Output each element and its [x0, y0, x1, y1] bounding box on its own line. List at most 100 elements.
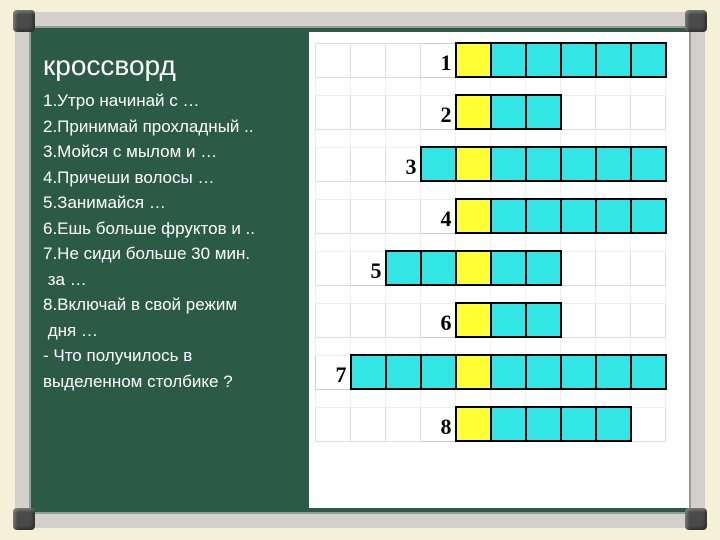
grid-cell — [631, 303, 666, 337]
grid-cell — [456, 43, 491, 77]
grid-spacer — [421, 233, 456, 251]
grid-spacer — [351, 129, 386, 147]
clue-line: дня … — [43, 318, 303, 344]
crossword-grid: 12345678 — [315, 42, 667, 442]
grid-cell — [421, 251, 456, 285]
grid-cell — [491, 147, 526, 181]
grid-cell — [491, 199, 526, 233]
grid-cell — [351, 43, 386, 77]
grid-spacer — [491, 389, 526, 407]
grid-cell — [316, 95, 351, 129]
grid-cell — [561, 303, 596, 337]
grid-spacer — [316, 129, 351, 147]
grid-spacer — [316, 285, 351, 303]
grid-spacer — [561, 77, 596, 95]
grid-spacer — [526, 233, 561, 251]
grid-spacer — [631, 233, 666, 251]
clue-line: 1.Утро начинай с … — [43, 88, 303, 114]
grid-cell — [561, 43, 596, 77]
clue-line: 6.Ешь больше фруктов и .. — [43, 216, 303, 242]
grid-cell — [456, 303, 491, 337]
grid-cell — [456, 199, 491, 233]
grid-spacer — [631, 77, 666, 95]
clue-line: 5.Занимайся … — [43, 190, 303, 216]
grid-cell — [491, 43, 526, 77]
chalkboard-frame: кроссворд 1.Утро начинай с … 2.Принимай … — [15, 12, 705, 528]
row-number: 4 — [421, 199, 456, 233]
row-number: 2 — [421, 95, 456, 129]
frame-corner — [685, 508, 707, 530]
grid-spacer — [526, 337, 561, 355]
grid-cell — [596, 251, 631, 285]
grid-spacer — [421, 77, 456, 95]
grid-spacer — [561, 129, 596, 147]
grid-cell — [596, 199, 631, 233]
grid-spacer — [526, 129, 561, 147]
grid-cell — [316, 303, 351, 337]
grid-cell — [316, 43, 351, 77]
grid-cell — [456, 95, 491, 129]
row-number: 3 — [386, 147, 421, 181]
grid-cell — [351, 407, 386, 441]
grid-spacer — [631, 337, 666, 355]
grid-cell — [491, 95, 526, 129]
grid-spacer — [526, 181, 561, 199]
clue-line: 3.Мойся с мылом и … — [43, 139, 303, 165]
grid-spacer — [491, 233, 526, 251]
grid-spacer — [561, 389, 596, 407]
clue-line: 8.Включай в свой режим — [43, 292, 303, 318]
grid-cell — [421, 355, 456, 389]
grid-spacer — [526, 389, 561, 407]
grid-cell — [526, 147, 561, 181]
grid-cell — [631, 355, 666, 389]
grid-spacer — [561, 233, 596, 251]
row-number: 7 — [316, 355, 351, 389]
grid-cell — [456, 251, 491, 285]
grid-spacer — [596, 389, 631, 407]
grid-cell — [316, 199, 351, 233]
grid-cell — [631, 147, 666, 181]
row-number: 1 — [421, 43, 456, 77]
grid-cell — [526, 251, 561, 285]
grid-spacer — [386, 181, 421, 199]
grid-cell — [316, 251, 351, 285]
clue-line: - Что получилось в — [43, 343, 303, 369]
grid-spacer — [491, 129, 526, 147]
grid-spacer — [351, 337, 386, 355]
grid-spacer — [631, 129, 666, 147]
grid-spacer — [491, 285, 526, 303]
grid-cell — [561, 251, 596, 285]
grid-cell — [351, 355, 386, 389]
grid-cell — [386, 407, 421, 441]
grid-spacer — [596, 181, 631, 199]
grid-cell — [596, 95, 631, 129]
grid-spacer — [561, 285, 596, 303]
grid-spacer — [386, 77, 421, 95]
grid-spacer — [631, 285, 666, 303]
grid-spacer — [491, 77, 526, 95]
frame-corner — [13, 10, 35, 32]
grid-cell — [456, 147, 491, 181]
grid-cell — [596, 147, 631, 181]
grid-cell — [491, 355, 526, 389]
row-number: 6 — [421, 303, 456, 337]
grid-cell — [596, 355, 631, 389]
grid-cell — [386, 95, 421, 129]
grid-spacer — [316, 233, 351, 251]
grid-cell — [491, 303, 526, 337]
frame-corner — [685, 10, 707, 32]
grid-spacer — [491, 181, 526, 199]
grid-spacer — [596, 285, 631, 303]
clue-line: 7.Не сиди больше 30 мин. — [43, 241, 303, 267]
grid-spacer — [386, 285, 421, 303]
grid-spacer — [351, 233, 386, 251]
grid-cell — [456, 355, 491, 389]
grid-spacer — [596, 337, 631, 355]
grid-cell — [351, 303, 386, 337]
grid-cell — [491, 251, 526, 285]
grid-spacer — [316, 389, 351, 407]
row-number: 8 — [421, 407, 456, 441]
grid-cell — [596, 43, 631, 77]
grid-spacer — [526, 285, 561, 303]
grid-spacer — [386, 233, 421, 251]
